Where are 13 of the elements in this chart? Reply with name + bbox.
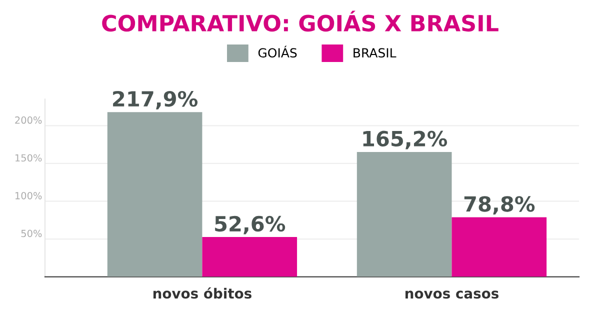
y-tick-label: 200% [15, 116, 42, 124]
data-label: 78,8% [464, 196, 535, 214]
legend-label: BRASIL [354, 48, 396, 58]
y-tick-label: 100% [15, 192, 42, 200]
legend-label: GOIÁS [258, 46, 297, 58]
data-label: 52,6% [215, 216, 286, 234]
data-label: 217,9% [113, 90, 198, 110]
chart-title: COMPARATIVO: GOIÁS X BRASIL [102, 10, 498, 32]
y-tick-label: 50% [21, 230, 42, 238]
x-tick-label: novos casos [406, 290, 498, 299]
data-label: 165,2% [363, 130, 448, 150]
y-tick-label: 150% [15, 154, 42, 162]
x-tick-label: novos óbitos [153, 287, 252, 299]
